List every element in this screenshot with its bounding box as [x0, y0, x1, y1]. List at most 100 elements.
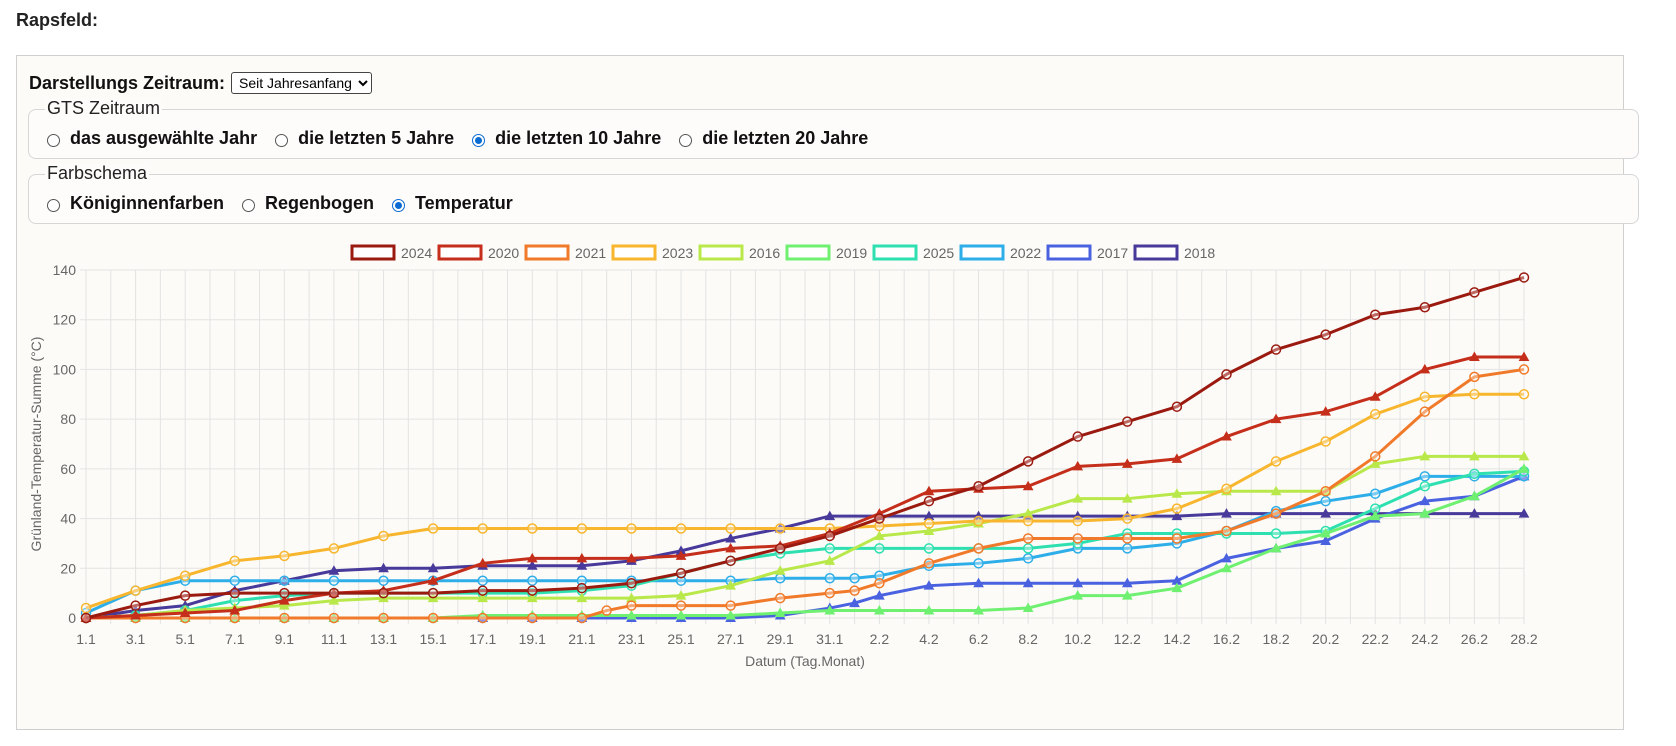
- data-point-2021: [973, 543, 984, 554]
- data-point-2018: [1469, 508, 1480, 518]
- page-title: Rapsfeld:: [16, 10, 99, 30]
- y-tick-label: 20: [60, 560, 76, 576]
- data-point-2022: [1369, 488, 1381, 499]
- data-point-2016: [1121, 493, 1133, 503]
- data-point-2016: [1270, 485, 1282, 496]
- data-point-2018: [427, 562, 439, 573]
- x-tick-label: 29.1: [767, 631, 794, 647]
- range-row: Darstellungs Zeitraum: Seit Jahresanfang: [29, 72, 373, 94]
- x-tick-label: 26.2: [1461, 631, 1488, 647]
- data-point-2024: [80, 612, 92, 624]
- data-point-2020: [130, 609, 141, 620]
- radio-checked-icon[interactable]: [472, 134, 486, 147]
- data-point-2017: [849, 597, 860, 608]
- data-point-2023: [1072, 515, 1083, 527]
- data-point-2019: [1072, 590, 1084, 600]
- data-point-2019: [824, 605, 836, 615]
- x-tick-label: 23.1: [618, 631, 645, 647]
- data-point-2016: [874, 530, 885, 540]
- x-tick-label: 20.2: [1312, 631, 1339, 647]
- y-tick-label: 60: [60, 461, 76, 477]
- data-point-2020: [1320, 406, 1332, 416]
- scheme-option-temperature[interactable]: Temperatur: [392, 193, 513, 214]
- x-tick-label: 16.2: [1213, 631, 1240, 647]
- x-tick-label: 6.2: [969, 631, 989, 647]
- data-point-2022: [1419, 471, 1431, 482]
- legend-swatch-2018: [1133, 244, 1179, 261]
- data-point-2021: [849, 585, 860, 596]
- data-point-2019: [1022, 602, 1034, 613]
- data-point-2022: [328, 575, 340, 586]
- data-point-2024: [675, 568, 687, 579]
- data-point-2023: [1270, 456, 1282, 467]
- data-point-2025: [923, 543, 935, 554]
- gts-option-label: die letzten 5 Jahre: [298, 128, 455, 148]
- gts-options: das ausgewählte Jahr die letzten 5 Jahre…: [47, 128, 886, 149]
- series-line-2024: [85, 276, 1525, 620]
- gts-option-10-years[interactable]: die letzten 10 Jahre: [472, 128, 661, 149]
- data-point-2020: [923, 485, 935, 496]
- data-point-2023: [576, 523, 588, 534]
- y-tick-label: 80: [60, 411, 76, 427]
- data-point-2021: [378, 612, 389, 624]
- data-point-2016: [1369, 458, 1381, 468]
- radio-icon[interactable]: [275, 134, 289, 147]
- data-point-2020: [229, 605, 241, 615]
- data-point-2017: [973, 577, 984, 588]
- legend-label-2022: 2022: [1010, 245, 1041, 261]
- data-point-2022: [1320, 495, 1331, 507]
- data-point-2020: [576, 552, 588, 563]
- data-point-2023: [229, 555, 241, 567]
- data-point-2022: [378, 575, 389, 586]
- data-point-2021: [427, 612, 439, 624]
- data-point-2022: [477, 575, 488, 586]
- data-point-2017: [1320, 535, 1332, 545]
- data-point-2024: [923, 495, 935, 507]
- gts-option-20-years[interactable]: die letzten 20 Jahre: [679, 128, 868, 149]
- legend-label-2018: 2018: [1184, 245, 1215, 261]
- data-point-2024: [279, 587, 290, 599]
- data-point-2019: [923, 605, 935, 615]
- radio-icon[interactable]: [47, 134, 60, 147]
- x-tick-label: 2.2: [870, 631, 890, 647]
- data-point-2021: [923, 558, 935, 569]
- scheme-option-queen[interactable]: Königinnenfarben: [47, 193, 224, 214]
- radio-icon[interactable]: [242, 199, 255, 212]
- data-point-2017: [1221, 552, 1232, 563]
- gts-option-year[interactable]: das ausgewählte Jahr: [47, 128, 257, 149]
- scheme-option-rainbow[interactable]: Regenbogen: [242, 193, 374, 214]
- radio-checked-icon[interactable]: [392, 199, 406, 212]
- radio-icon[interactable]: [679, 134, 693, 147]
- gts-option-label: die letzten 10 Jahre: [495, 128, 662, 148]
- radio-icon[interactable]: [47, 199, 60, 212]
- data-point-2021: [279, 612, 290, 624]
- data-point-2024: [973, 481, 984, 492]
- data-point-2022: [1122, 543, 1133, 554]
- data-point-2018: [725, 532, 736, 543]
- data-point-2025: [824, 543, 836, 554]
- gts-option-5-years[interactable]: die letzten 5 Jahre: [275, 128, 454, 149]
- data-point-2022: [576, 575, 588, 586]
- x-tick-label: 3.1: [126, 631, 146, 647]
- data-point-2021: [874, 577, 885, 589]
- legend-swatch-2025: [872, 244, 918, 261]
- y-axis-title: Grünland-Temperatur-Summe (°C): [28, 337, 44, 552]
- data-point-2016: [923, 525, 935, 535]
- data-point-2018: [1171, 510, 1183, 521]
- data-point-2024: [1171, 401, 1183, 412]
- x-tick-label: 13.1: [370, 631, 397, 647]
- data-point-2019: [675, 609, 687, 620]
- data-point-2018: [824, 510, 836, 521]
- data-point-2024: [1270, 344, 1282, 355]
- data-point-2023: [1369, 408, 1381, 420]
- range-label: Darstellungs Zeitraum:: [29, 72, 226, 93]
- legend-swatch-2024: [350, 244, 396, 261]
- data-point-2023: [378, 530, 389, 542]
- data-point-2022: [824, 572, 836, 584]
- x-tick-label: 28.2: [1510, 631, 1537, 647]
- range-select[interactable]: Seit Jahresanfang: [231, 72, 373, 94]
- x-tick-label: 5.1: [175, 631, 195, 647]
- x-tick-label: 22.2: [1362, 631, 1389, 647]
- data-point-2023: [1171, 503, 1183, 514]
- data-point-2021: [229, 612, 241, 624]
